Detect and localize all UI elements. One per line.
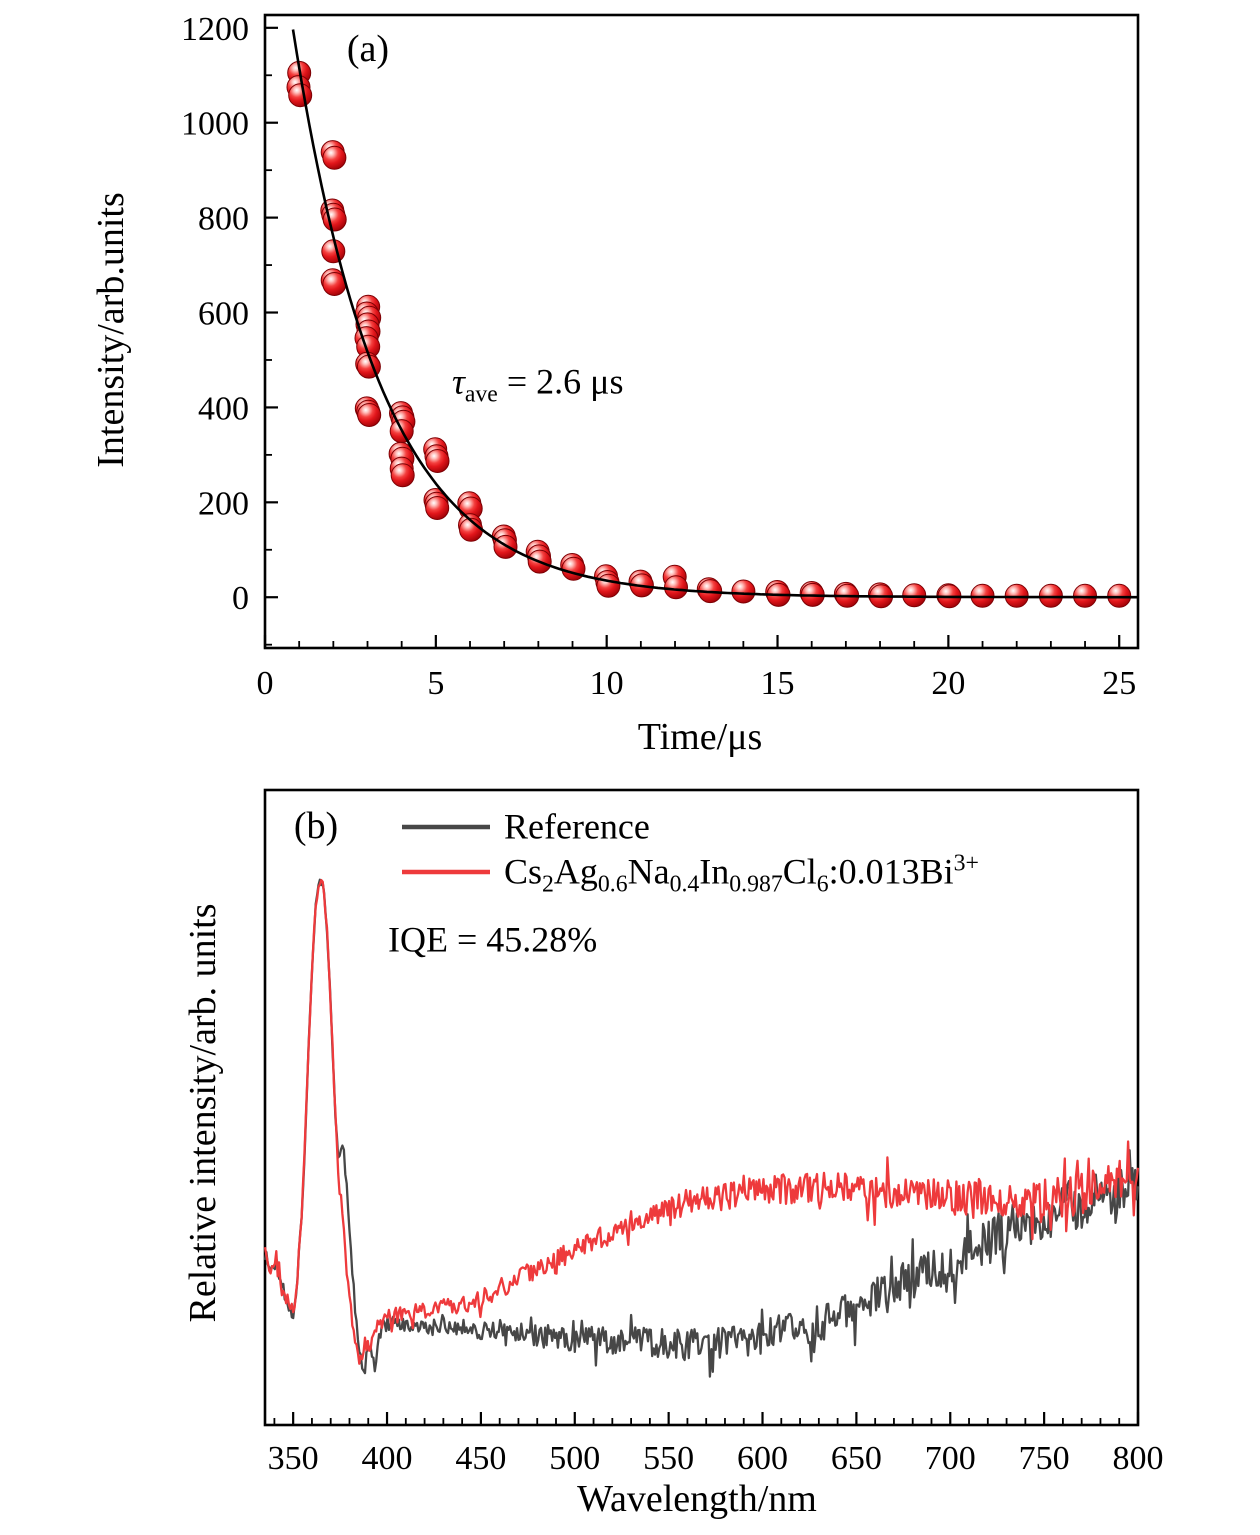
svg-text:0: 0: [232, 580, 249, 617]
svg-text:650: 650: [831, 1440, 882, 1477]
legend-label-doped-sample: Cs2Ag0.6Na0.4In0.987Cl6:0.013Bi3+: [504, 850, 979, 898]
panel-b-label: (b): [293, 805, 339, 848]
svg-text:15: 15: [761, 665, 795, 702]
svg-text:700: 700: [925, 1440, 976, 1477]
svg-text:200: 200: [198, 485, 249, 522]
y-axis-title-b: Relative intensity/arb. units: [182, 903, 225, 1323]
x-axis-title-b: Wavelength/nm: [577, 1478, 817, 1521]
svg-text:10: 10: [590, 665, 624, 702]
svg-text:0: 0: [257, 665, 274, 702]
svg-text:400: 400: [198, 390, 249, 427]
y-axis-title-a: Intensity/arb.units: [90, 192, 133, 468]
svg-text:25: 25: [1102, 665, 1136, 702]
svg-text:20: 20: [931, 665, 965, 702]
panel-a-label: (a): [346, 28, 390, 71]
svg-text:1200: 1200: [181, 11, 249, 48]
svg-text:450: 450: [455, 1440, 506, 1477]
svg-text:550: 550: [643, 1440, 694, 1477]
legend-label-reference: Reference: [504, 806, 650, 847]
svg-text:1000: 1000: [181, 106, 249, 143]
svg-text:400: 400: [362, 1440, 413, 1477]
spectra-plot-svg: 350 400 450 500 550 600 650 700 750 800: [263, 788, 1164, 1477]
iqe-annotation: IQE = 45.28%: [388, 919, 598, 960]
x-axis-title-a: Time/μs: [637, 716, 763, 759]
svg-text:800: 800: [1113, 1440, 1164, 1477]
svg-text:5: 5: [427, 665, 444, 702]
svg-text:350: 350: [268, 1440, 319, 1477]
svg-text:800: 800: [198, 201, 249, 238]
svg-text:600: 600: [737, 1440, 788, 1477]
svg-text:750: 750: [1019, 1440, 1070, 1477]
tau-annotation: τave = 2.6 μs: [452, 361, 624, 408]
svg-text:600: 600: [198, 296, 249, 333]
decay-plot-svg: 0 5 10 15 20 25 0 200 400 600 800 1000 1200: [181, 11, 1140, 702]
svg-text:500: 500: [549, 1440, 600, 1477]
